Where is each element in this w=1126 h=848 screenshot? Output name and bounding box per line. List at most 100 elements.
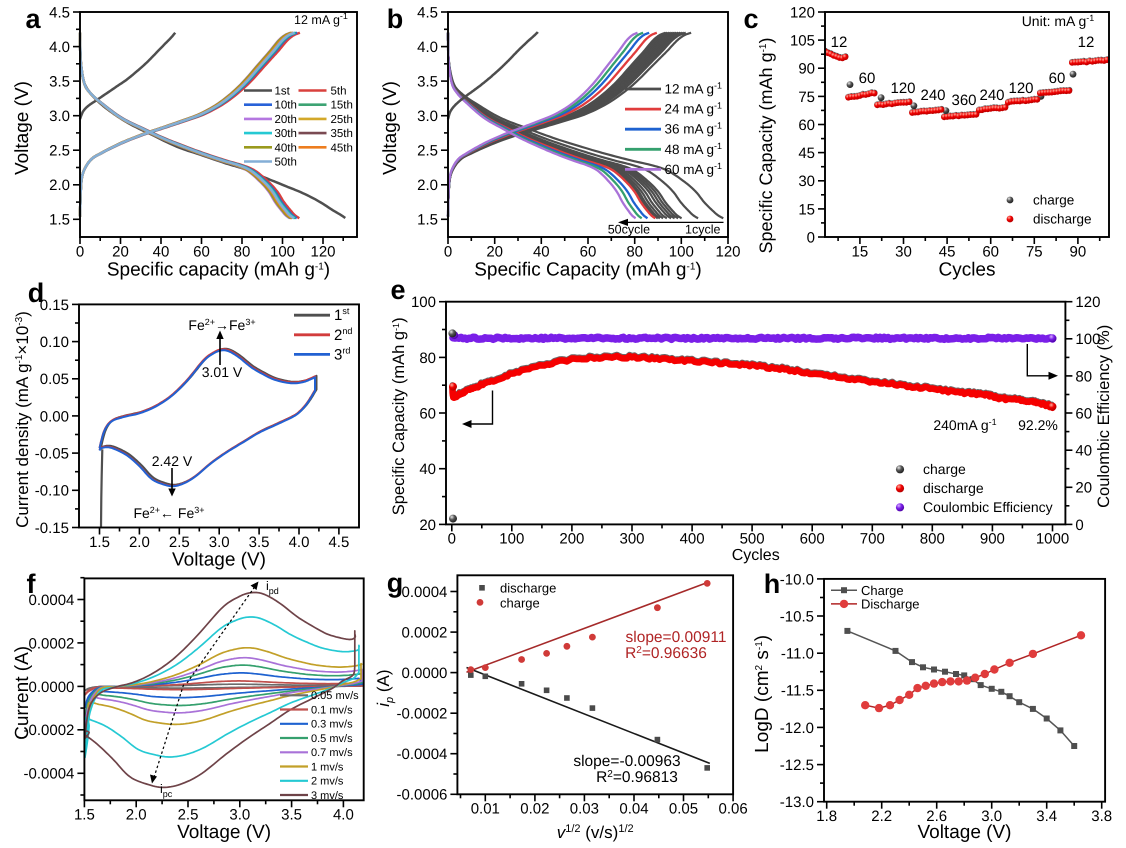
- svg-text:45th: 45th: [331, 142, 353, 154]
- svg-text:800: 800: [920, 531, 945, 548]
- svg-text:0.05: 0.05: [669, 801, 698, 818]
- svg-text:75: 75: [1026, 243, 1043, 260]
- svg-text:75: 75: [798, 89, 815, 106]
- svg-text:3.0: 3.0: [981, 808, 1002, 825]
- svg-text:400: 400: [680, 531, 705, 548]
- svg-text:0.0000: 0.0000: [29, 679, 75, 696]
- svg-text:Voltage (V): Voltage (V): [380, 81, 401, 175]
- svg-text:h: h: [764, 569, 781, 599]
- svg-text:3.0: 3.0: [229, 807, 250, 824]
- svg-text:1.8: 1.8: [816, 808, 837, 825]
- svg-text:300: 300: [619, 531, 644, 548]
- svg-text:1.5: 1.5: [74, 807, 95, 824]
- svg-text:3.5: 3.5: [417, 74, 438, 91]
- svg-text:Voltage (V): Voltage (V): [12, 81, 33, 175]
- svg-text:60: 60: [982, 243, 999, 260]
- svg-text:45: 45: [798, 145, 815, 162]
- svg-text:12 mA g-1​: 12 mA g-1​: [294, 11, 348, 27]
- svg-text:1000: 1000: [1036, 531, 1069, 548]
- svg-text:discharge: discharge: [1033, 212, 1092, 227]
- svg-text:36 mA g-1​: 36 mA g-1​: [665, 121, 723, 137]
- svg-text:2.5: 2.5: [417, 143, 438, 160]
- svg-text:Specific Capacity (mAh g-1​): Specific Capacity (mAh g-1​): [756, 38, 776, 254]
- svg-text:1.5: 1.5: [49, 212, 70, 229]
- svg-text:d: d: [28, 278, 45, 308]
- svg-text:-10.0: -10.0: [780, 571, 814, 588]
- svg-text:-0.0004: -0.0004: [24, 766, 75, 783]
- svg-text:-12.5: -12.5: [780, 757, 814, 774]
- svg-text:60: 60: [419, 405, 436, 422]
- svg-text:Coulombic Efficiency (%): Coulombic Efficiency (%): [1095, 325, 1113, 508]
- svg-text:slope=-0.00963: slope=-0.00963: [573, 753, 680, 770]
- svg-text:4.0: 4.0: [417, 39, 438, 56]
- svg-text:100: 100: [1075, 331, 1100, 348]
- svg-text:4.5: 4.5: [49, 4, 70, 21]
- svg-text:0.0004: 0.0004: [402, 584, 448, 601]
- svg-text:20: 20: [419, 517, 436, 534]
- svg-text:a: a: [25, 4, 41, 34]
- svg-text:12: 12: [831, 34, 848, 51]
- svg-text:Unit: mA g-1​: Unit: mA g-1​: [1022, 13, 1095, 29]
- svg-text:100: 100: [270, 243, 295, 260]
- svg-text:20: 20: [112, 243, 129, 260]
- svg-text:2.0: 2.0: [129, 534, 150, 551]
- svg-text:40: 40: [1075, 443, 1092, 460]
- svg-text:0.06: 0.06: [718, 801, 747, 818]
- svg-text:15: 15: [798, 201, 815, 218]
- svg-text:40: 40: [153, 243, 170, 260]
- svg-text:3.0: 3.0: [417, 108, 438, 125]
- svg-text:-13.0: -13.0: [780, 794, 814, 811]
- svg-text:-0.15: -0.15: [35, 520, 69, 537]
- svg-text:0.00: 0.00: [40, 408, 69, 425]
- svg-text:35th: 35th: [331, 128, 353, 140]
- svg-text:60: 60: [193, 243, 210, 260]
- svg-text:e: e: [390, 275, 405, 305]
- svg-text:105: 105: [790, 33, 815, 50]
- svg-text:Current density (mA g-1​×10-3​: Current density (mA g-1​×10-3​): [13, 311, 32, 528]
- svg-text:50cycle: 50cycle: [608, 223, 650, 237]
- svg-text:Coulombic Efficiency: Coulombic Efficiency: [923, 499, 1053, 515]
- svg-text:4.0: 4.0: [333, 807, 354, 824]
- svg-text:600: 600: [800, 531, 825, 548]
- svg-text:2 mv/s: 2 mv/s: [311, 776, 344, 788]
- svg-text:2.42 V: 2.42 V: [152, 453, 193, 469]
- svg-text:charge: charge: [923, 461, 966, 477]
- svg-text:Charge: Charge: [861, 583, 904, 598]
- svg-text:12 mA g-1​: 12 mA g-1​: [665, 81, 723, 97]
- svg-text:360: 360: [951, 92, 976, 109]
- svg-text:120: 120: [1008, 80, 1033, 97]
- svg-text:3 mv/s: 3 mv/s: [311, 790, 344, 802]
- svg-text:R2=0.96636: R2=0.96636: [625, 645, 707, 662]
- svg-text:-0.10: -0.10: [35, 483, 69, 500]
- svg-text:0: 0: [444, 243, 452, 260]
- svg-text:0: 0: [1075, 517, 1083, 534]
- svg-text:2.6: 2.6: [926, 808, 947, 825]
- svg-text:R2=0.96813: R2=0.96813: [596, 769, 678, 786]
- svg-text:LogD (cm2​ s-1​): LogD (cm2​ s-1​): [752, 635, 773, 753]
- svg-text:1 mv/s: 1 mv/s: [311, 761, 344, 773]
- svg-text:2.0: 2.0: [417, 177, 438, 194]
- svg-text:Specific capacity (mAh g-1​): Specific capacity (mAh g-1​): [107, 260, 330, 281]
- svg-text:4.5: 4.5: [328, 534, 349, 551]
- svg-text:500: 500: [740, 531, 765, 548]
- svg-text:charge: charge: [1033, 193, 1074, 208]
- svg-text:Voltage (V): Voltage (V): [172, 550, 266, 571]
- svg-text:3.5: 3.5: [49, 74, 70, 91]
- svg-text:2.5: 2.5: [169, 534, 190, 551]
- svg-text:40: 40: [419, 461, 436, 478]
- svg-text:3.5: 3.5: [249, 534, 270, 551]
- svg-text:slope=0.00911: slope=0.00911: [626, 629, 727, 646]
- svg-text:c: c: [743, 4, 758, 34]
- svg-text:Discharge: Discharge: [861, 597, 920, 612]
- svg-text:Fe2+​← Fe3+​: Fe2+​← Fe3+​: [133, 505, 204, 521]
- svg-text:0.15: 0.15: [40, 297, 69, 314]
- svg-text:-11.0: -11.0: [781, 646, 814, 663]
- svg-text:120: 120: [790, 4, 815, 21]
- svg-text:30: 30: [895, 243, 912, 260]
- svg-text:24 mA g-1​: 24 mA g-1​: [665, 101, 723, 117]
- svg-text:0.7 mv/s: 0.7 mv/s: [311, 747, 353, 759]
- svg-text:0: 0: [448, 531, 456, 548]
- svg-text:100: 100: [411, 294, 436, 311]
- svg-text:92.2%: 92.2%: [1018, 417, 1058, 433]
- svg-text:60: 60: [1049, 70, 1066, 87]
